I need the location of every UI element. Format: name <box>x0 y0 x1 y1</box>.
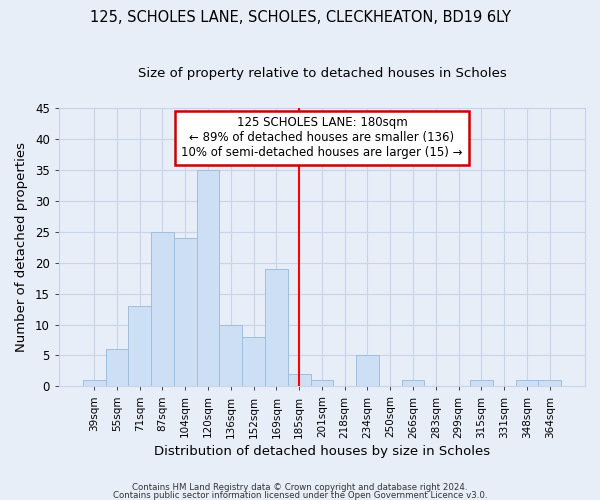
Text: Contains HM Land Registry data © Crown copyright and database right 2024.: Contains HM Land Registry data © Crown c… <box>132 484 468 492</box>
Bar <box>220 324 242 386</box>
Text: 125, SCHOLES LANE, SCHOLES, CLECKHEATON, BD19 6LY: 125, SCHOLES LANE, SCHOLES, CLECKHEATON,… <box>89 10 511 25</box>
Bar <box>174 238 197 386</box>
Bar <box>128 306 151 386</box>
Bar <box>401 380 424 386</box>
Bar <box>197 170 220 386</box>
Bar <box>538 380 561 386</box>
Y-axis label: Number of detached properties: Number of detached properties <box>15 142 28 352</box>
Bar <box>242 337 265 386</box>
Text: Contains public sector information licensed under the Open Government Licence v3: Contains public sector information licen… <box>113 490 487 500</box>
Bar <box>356 356 379 386</box>
Bar <box>151 232 174 386</box>
Bar <box>288 374 311 386</box>
Bar <box>470 380 493 386</box>
X-axis label: Distribution of detached houses by size in Scholes: Distribution of detached houses by size … <box>154 444 490 458</box>
Text: 125 SCHOLES LANE: 180sqm
← 89% of detached houses are smaller (136)
10% of semi-: 125 SCHOLES LANE: 180sqm ← 89% of detach… <box>181 116 463 160</box>
Title: Size of property relative to detached houses in Scholes: Size of property relative to detached ho… <box>137 68 506 80</box>
Bar <box>515 380 538 386</box>
Bar <box>106 350 128 387</box>
Bar <box>265 269 288 386</box>
Bar <box>83 380 106 386</box>
Bar <box>311 380 334 386</box>
